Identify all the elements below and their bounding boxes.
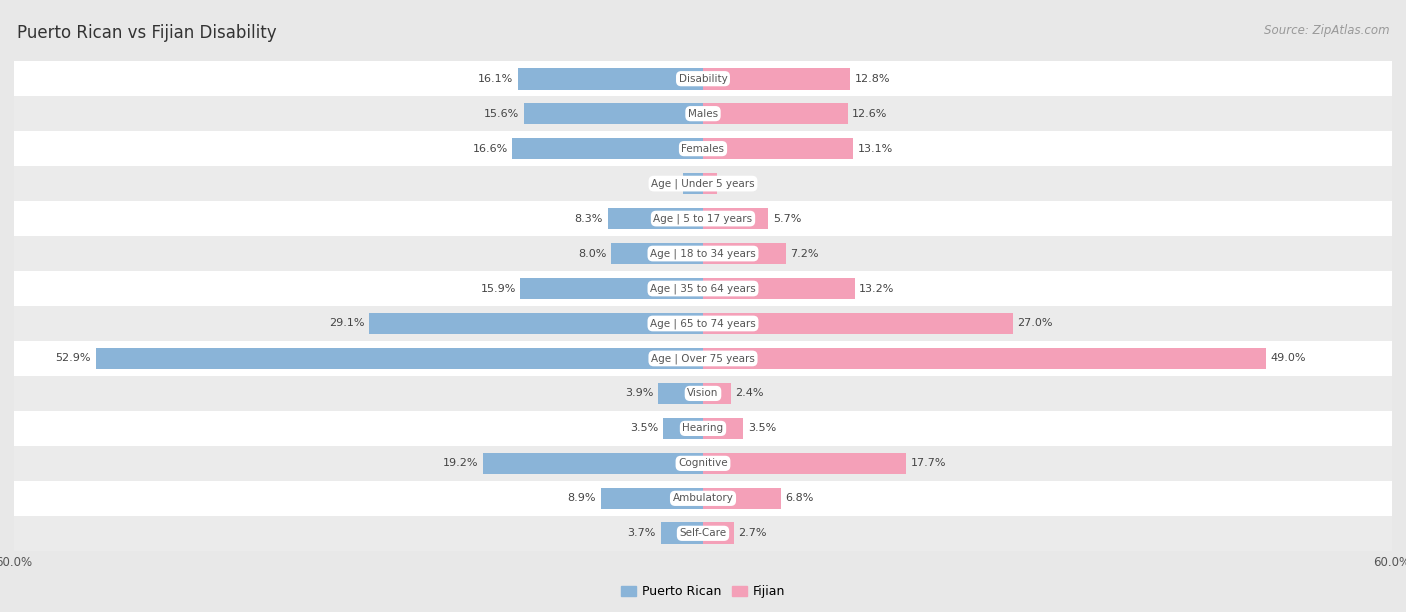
Text: 1.7%: 1.7% — [651, 179, 679, 188]
Text: 5.7%: 5.7% — [773, 214, 801, 223]
Bar — [703, 382, 731, 405]
Bar — [703, 523, 734, 544]
Text: 8.0%: 8.0% — [578, 248, 606, 258]
Text: 3.5%: 3.5% — [748, 424, 776, 433]
Text: Females: Females — [682, 144, 724, 154]
Bar — [703, 207, 769, 230]
Bar — [14, 271, 1392, 306]
Text: 12.6%: 12.6% — [852, 109, 887, 119]
Bar — [612, 243, 703, 264]
Text: Puerto Rican vs Fijian Disability: Puerto Rican vs Fijian Disability — [17, 24, 277, 42]
Bar — [14, 341, 1392, 376]
Text: Age | 5 to 17 years: Age | 5 to 17 years — [654, 214, 752, 224]
Text: 19.2%: 19.2% — [443, 458, 478, 468]
Text: 8.3%: 8.3% — [575, 214, 603, 223]
Text: Vision: Vision — [688, 389, 718, 398]
Text: Age | Over 75 years: Age | Over 75 years — [651, 353, 755, 364]
Bar — [524, 103, 703, 124]
Bar — [683, 173, 703, 195]
Text: Age | 18 to 34 years: Age | 18 to 34 years — [650, 248, 756, 259]
Text: Age | 35 to 64 years: Age | 35 to 64 years — [650, 283, 756, 294]
Bar — [703, 243, 786, 264]
Text: 29.1%: 29.1% — [329, 318, 364, 329]
Bar — [14, 201, 1392, 236]
Bar — [703, 138, 853, 160]
Bar — [607, 207, 703, 230]
Legend: Puerto Rican, Fijian: Puerto Rican, Fijian — [616, 580, 790, 603]
Bar — [703, 103, 848, 124]
Text: 2.4%: 2.4% — [735, 389, 763, 398]
Bar — [703, 278, 855, 299]
Text: Disability: Disability — [679, 73, 727, 84]
Text: 3.9%: 3.9% — [626, 389, 654, 398]
Bar — [482, 452, 703, 474]
Bar — [600, 488, 703, 509]
Text: Ambulatory: Ambulatory — [672, 493, 734, 503]
Bar — [14, 376, 1392, 411]
Bar — [703, 488, 782, 509]
Text: Males: Males — [688, 109, 718, 119]
Text: Cognitive: Cognitive — [678, 458, 728, 468]
Text: 13.1%: 13.1% — [858, 144, 893, 154]
Bar — [14, 411, 1392, 446]
Text: Source: ZipAtlas.com: Source: ZipAtlas.com — [1264, 24, 1389, 37]
Text: 3.7%: 3.7% — [627, 528, 657, 539]
Text: 15.6%: 15.6% — [484, 109, 519, 119]
Bar — [368, 313, 703, 334]
Text: Self-Care: Self-Care — [679, 528, 727, 539]
Text: 15.9%: 15.9% — [481, 283, 516, 294]
Bar — [703, 417, 744, 439]
Bar — [96, 348, 703, 369]
Text: 7.2%: 7.2% — [790, 248, 818, 258]
Bar — [661, 523, 703, 544]
Bar — [14, 481, 1392, 516]
Bar — [14, 516, 1392, 551]
Text: 16.1%: 16.1% — [478, 73, 513, 84]
Bar — [703, 68, 851, 89]
Bar — [519, 68, 703, 89]
Text: 27.0%: 27.0% — [1018, 318, 1053, 329]
Text: 13.2%: 13.2% — [859, 283, 894, 294]
Text: Age | 65 to 74 years: Age | 65 to 74 years — [650, 318, 756, 329]
Bar — [703, 173, 717, 195]
Bar — [662, 417, 703, 439]
Bar — [14, 306, 1392, 341]
Text: 2.7%: 2.7% — [738, 528, 768, 539]
Text: Hearing: Hearing — [682, 424, 724, 433]
Text: 16.6%: 16.6% — [472, 144, 508, 154]
Bar — [14, 166, 1392, 201]
Bar — [14, 131, 1392, 166]
Text: 17.7%: 17.7% — [911, 458, 946, 468]
Text: 1.2%: 1.2% — [721, 179, 749, 188]
Text: Age | Under 5 years: Age | Under 5 years — [651, 178, 755, 189]
Bar — [14, 236, 1392, 271]
Text: 52.9%: 52.9% — [55, 354, 91, 364]
Text: 12.8%: 12.8% — [855, 73, 890, 84]
Bar — [14, 61, 1392, 96]
Bar — [14, 446, 1392, 481]
Text: 8.9%: 8.9% — [568, 493, 596, 503]
Bar — [14, 96, 1392, 131]
Bar — [703, 452, 907, 474]
Bar — [658, 382, 703, 405]
Text: 6.8%: 6.8% — [786, 493, 814, 503]
Bar — [512, 138, 703, 160]
Bar — [520, 278, 703, 299]
Text: 3.5%: 3.5% — [630, 424, 658, 433]
Bar — [703, 348, 1265, 369]
Text: 49.0%: 49.0% — [1270, 354, 1306, 364]
Bar — [703, 313, 1012, 334]
